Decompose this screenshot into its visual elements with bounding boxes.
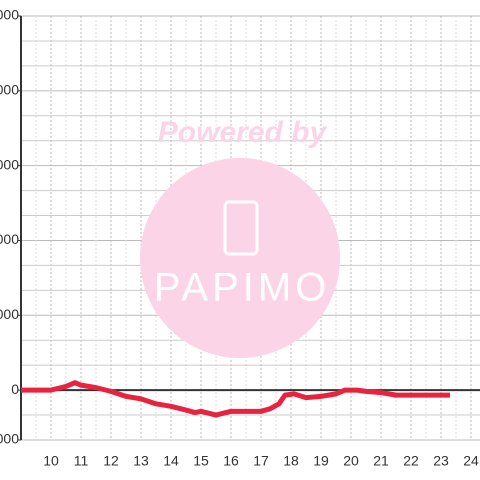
watermark-caption: Powered by <box>158 116 328 149</box>
watermark-brand: PAPIMO <box>154 266 331 310</box>
x-tick-label: 13 <box>133 453 149 469</box>
x-tick-label: 16 <box>223 453 239 469</box>
x-tick-label: 18 <box>283 453 299 469</box>
watermark-circle <box>140 158 340 358</box>
x-tick-label: 20 <box>343 453 359 469</box>
x-tick-label: 22 <box>403 453 419 469</box>
y-tick-label: 0 <box>11 381 19 397</box>
series-line <box>21 380 450 418</box>
x-tick-label: 21 <box>373 453 389 469</box>
watermark-phone <box>223 200 259 256</box>
y-tick-label: 60,000 <box>0 231 19 247</box>
x-tick-label: 12 <box>103 453 119 469</box>
x-tick-label: 10 <box>43 453 59 469</box>
y-tick-label: -20,000 <box>0 431 19 447</box>
x-tick-label: 17 <box>253 453 269 469</box>
x-tick-label: 15 <box>193 453 209 469</box>
y-tick-label: 120,000 <box>0 82 19 98</box>
y-tick-label: 30,000 <box>0 306 19 322</box>
y-tick-label: 150,000 <box>0 7 19 23</box>
x-tick-label: 24 <box>463 453 479 469</box>
y-tick-label: 90,000 <box>0 156 19 172</box>
x-tick-label: 19 <box>313 453 329 469</box>
x-tick-label: 14 <box>163 453 179 469</box>
x-tick-label: 23 <box>433 453 449 469</box>
x-tick-label: 11 <box>74 453 89 469</box>
